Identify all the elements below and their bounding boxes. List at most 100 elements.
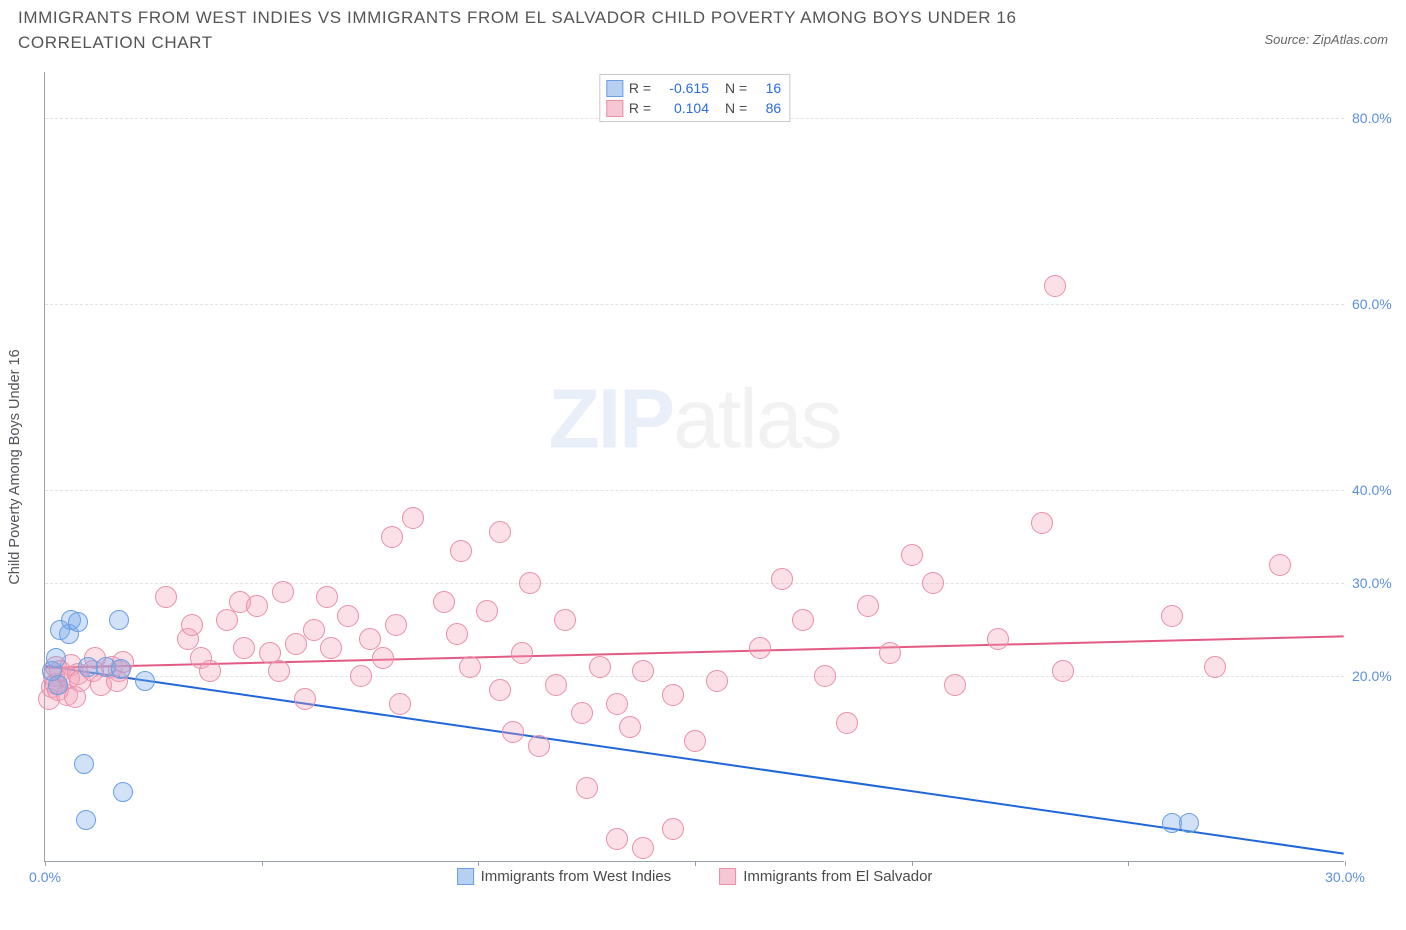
data-point <box>519 572 541 594</box>
data-point <box>320 637 342 659</box>
data-point <box>502 721 524 743</box>
legend-item: Immigrants from El Salvador <box>719 868 932 885</box>
data-point <box>316 586 338 608</box>
header-row: IMMIGRANTS FROM WEST INDIES VS IMMIGRANT… <box>18 6 1388 55</box>
data-point <box>528 735 550 757</box>
trend-line <box>45 666 1343 854</box>
watermark-zip: ZIP <box>548 372 673 466</box>
data-point <box>294 688 316 710</box>
data-point <box>1179 813 1199 833</box>
data-point <box>350 665 372 687</box>
data-point <box>450 540 472 562</box>
data-point <box>68 612 88 632</box>
legend-row: R =-0.615N =16 <box>606 78 781 98</box>
data-point <box>922 572 944 594</box>
legend-n-value: 16 <box>753 80 781 96</box>
legend-swatch-icon <box>606 80 623 97</box>
x-tick <box>912 861 913 866</box>
data-point <box>268 660 290 682</box>
legend-r-value: 0.104 <box>657 100 709 116</box>
data-point <box>589 656 611 678</box>
legend-r-value: -0.615 <box>657 80 709 96</box>
data-point <box>814 665 836 687</box>
data-point <box>749 637 771 659</box>
data-point <box>272 581 294 603</box>
data-point <box>446 623 468 645</box>
legend-swatch-icon <box>457 868 474 885</box>
data-point <box>857 595 879 617</box>
legend-n-label: N = <box>725 100 747 116</box>
legend-item-label: Immigrants from El Salvador <box>743 868 932 885</box>
data-point <box>155 586 177 608</box>
data-point <box>372 647 394 669</box>
data-point <box>135 671 155 691</box>
data-point <box>1204 656 1226 678</box>
grid-line <box>45 304 1344 305</box>
data-point <box>1269 554 1291 576</box>
x-tick-label: 30.0% <box>1325 869 1365 885</box>
data-point <box>662 684 684 706</box>
legend-n-value: 86 <box>753 100 781 116</box>
data-point <box>337 605 359 627</box>
series-legend: Immigrants from West Indies Immigrants fr… <box>457 868 933 885</box>
y-tick-label: 40.0% <box>1352 482 1402 498</box>
y-tick-label: 60.0% <box>1352 296 1402 312</box>
x-tick <box>695 861 696 866</box>
data-point <box>792 609 814 631</box>
legend-swatch-icon <box>719 868 736 885</box>
data-point <box>576 777 598 799</box>
data-point <box>619 716 641 738</box>
data-point <box>233 637 255 659</box>
data-point <box>1052 660 1074 682</box>
correlation-legend: R = -0.615 N = 16 R = 0.104 N = 86 <box>599 74 790 122</box>
x-tick <box>45 861 46 866</box>
data-point <box>74 754 94 774</box>
data-point <box>381 526 403 548</box>
y-tick-label: 80.0% <box>1352 110 1402 126</box>
data-point <box>571 702 593 724</box>
chart-title: IMMIGRANTS FROM WEST INDIES VS IMMIGRANT… <box>18 6 1138 55</box>
legend-r-label: R = <box>629 100 651 116</box>
data-point <box>632 660 654 682</box>
legend-swatch-icon <box>606 100 623 117</box>
data-point <box>606 828 628 850</box>
legend-item-label: Immigrants from West Indies <box>481 868 672 885</box>
data-point <box>48 675 68 695</box>
grid-line <box>45 490 1344 491</box>
y-axis-title: Child Poverty Among Boys Under 16 <box>7 349 23 584</box>
data-point <box>606 693 628 715</box>
data-point <box>771 568 793 590</box>
data-point <box>46 648 66 668</box>
legend-row: R = 0.104 N = 86 <box>606 98 781 118</box>
watermark-atlas: atlas <box>673 372 840 466</box>
data-point <box>109 610 129 630</box>
x-tick <box>1345 861 1346 866</box>
data-point <box>199 660 221 682</box>
data-point <box>246 595 268 617</box>
data-point <box>385 614 407 636</box>
data-point <box>1031 512 1053 534</box>
source-label: Source: ZipAtlas.com <box>1264 32 1388 47</box>
data-point <box>489 521 511 543</box>
y-tick-label: 20.0% <box>1352 668 1402 684</box>
data-point <box>389 693 411 715</box>
data-point <box>632 837 654 859</box>
data-point <box>76 810 96 830</box>
data-point <box>987 628 1009 650</box>
x-tick <box>262 861 263 866</box>
data-point <box>1044 275 1066 297</box>
legend-item: Immigrants from West Indies <box>457 868 672 885</box>
grid-line <box>45 583 1344 584</box>
legend-n-label: N = <box>725 80 747 96</box>
watermark: ZIPatlas <box>548 371 840 468</box>
scatter-plot: Child Poverty Among Boys Under 16 ZIPatl… <box>44 72 1344 862</box>
grid-line <box>45 676 1344 677</box>
data-point <box>1161 605 1183 627</box>
data-point <box>554 609 576 631</box>
data-point <box>113 782 133 802</box>
x-tick <box>1128 861 1129 866</box>
data-point <box>459 656 481 678</box>
data-point <box>402 507 424 529</box>
data-point <box>433 591 455 613</box>
x-tick <box>478 861 479 866</box>
